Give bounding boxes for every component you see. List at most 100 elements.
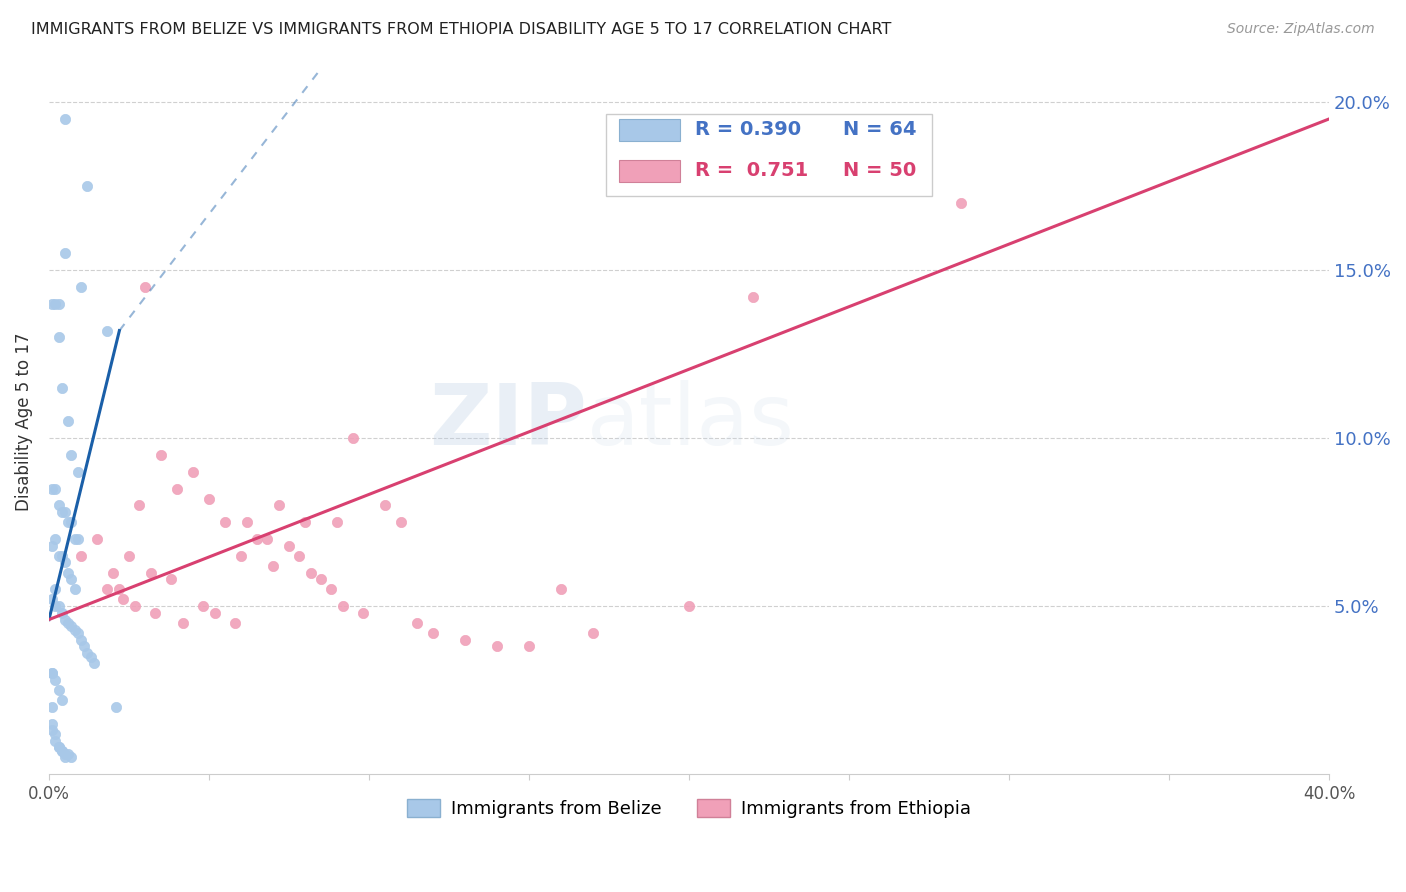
Point — [51, 693, 73, 707]
Point — [517, 640, 540, 654]
Point — [44, 673, 66, 687]
Y-axis label: Disability Age 5 to 17: Disability Age 5 to 17 — [15, 332, 32, 510]
Point — [486, 640, 509, 654]
Point — [48, 740, 70, 755]
Text: Source: ZipAtlas.com: Source: ZipAtlas.com — [1227, 22, 1375, 37]
Point — [60, 515, 83, 529]
Point — [41, 592, 63, 607]
Point — [51, 505, 73, 519]
Text: atlas: atlas — [586, 380, 794, 463]
Point — [166, 482, 188, 496]
Point — [105, 700, 128, 714]
Point — [63, 582, 86, 597]
Point — [48, 296, 70, 310]
Point — [44, 599, 66, 614]
Point — [172, 615, 194, 630]
Point — [550, 582, 572, 597]
Point — [229, 549, 252, 563]
Point — [76, 179, 98, 194]
Point — [41, 666, 63, 681]
Point — [60, 750, 83, 764]
Point — [48, 740, 70, 755]
Point — [108, 582, 131, 597]
Point — [236, 515, 259, 529]
Point — [44, 482, 66, 496]
Point — [742, 290, 765, 304]
Point — [319, 582, 342, 597]
FancyBboxPatch shape — [619, 119, 681, 141]
Point — [96, 582, 118, 597]
Point — [134, 280, 156, 294]
FancyBboxPatch shape — [619, 160, 681, 182]
Point — [198, 491, 221, 506]
Point — [269, 499, 291, 513]
Text: IMMIGRANTS FROM BELIZE VS IMMIGRANTS FROM ETHIOPIA DISABILITY AGE 5 TO 17 CORREL: IMMIGRANTS FROM BELIZE VS IMMIGRANTS FRO… — [31, 22, 891, 37]
Point — [204, 606, 226, 620]
Point — [389, 515, 412, 529]
Point — [60, 448, 83, 462]
Point — [422, 626, 444, 640]
Text: N = 50: N = 50 — [842, 161, 915, 180]
Text: R =  0.751: R = 0.751 — [696, 161, 808, 180]
Point — [70, 280, 93, 294]
Point — [56, 747, 79, 761]
Point — [41, 700, 63, 714]
Point — [53, 112, 76, 126]
Point — [214, 515, 236, 529]
Point — [76, 646, 98, 660]
Point — [124, 599, 146, 614]
Point — [79, 649, 101, 664]
Point — [342, 431, 364, 445]
Point — [44, 733, 66, 747]
Point — [41, 296, 63, 310]
Point — [141, 566, 163, 580]
Point — [181, 465, 204, 479]
Point — [582, 626, 605, 640]
Point — [53, 246, 76, 260]
Point — [53, 750, 76, 764]
Point — [51, 743, 73, 757]
Point — [51, 381, 73, 395]
Point — [63, 623, 86, 637]
Point — [56, 414, 79, 428]
Point — [159, 572, 181, 586]
Point — [73, 640, 96, 654]
Point — [950, 195, 973, 210]
Point — [454, 632, 477, 647]
Point — [44, 532, 66, 546]
Point — [44, 296, 66, 310]
Point — [66, 465, 89, 479]
Point — [51, 606, 73, 620]
Point — [309, 572, 332, 586]
Point — [128, 499, 150, 513]
Point — [96, 324, 118, 338]
Point — [41, 539, 63, 553]
Point — [48, 549, 70, 563]
Point — [101, 566, 124, 580]
Point — [60, 572, 83, 586]
Point — [256, 532, 278, 546]
Point — [48, 683, 70, 698]
Point — [51, 549, 73, 563]
Point — [44, 582, 66, 597]
Text: N = 64: N = 64 — [842, 120, 917, 139]
Point — [149, 448, 172, 462]
Point — [60, 619, 83, 633]
Point — [246, 532, 269, 546]
Point — [294, 515, 316, 529]
Point — [262, 558, 284, 573]
Point — [48, 599, 70, 614]
Point — [352, 606, 374, 620]
Point — [224, 615, 246, 630]
Point — [53, 505, 76, 519]
Point — [70, 632, 93, 647]
Point — [41, 723, 63, 738]
Point — [41, 666, 63, 681]
Point — [278, 539, 301, 553]
Point — [118, 549, 141, 563]
Point — [332, 599, 354, 614]
FancyBboxPatch shape — [606, 114, 932, 195]
Point — [406, 615, 429, 630]
Point — [66, 532, 89, 546]
Point — [56, 566, 79, 580]
